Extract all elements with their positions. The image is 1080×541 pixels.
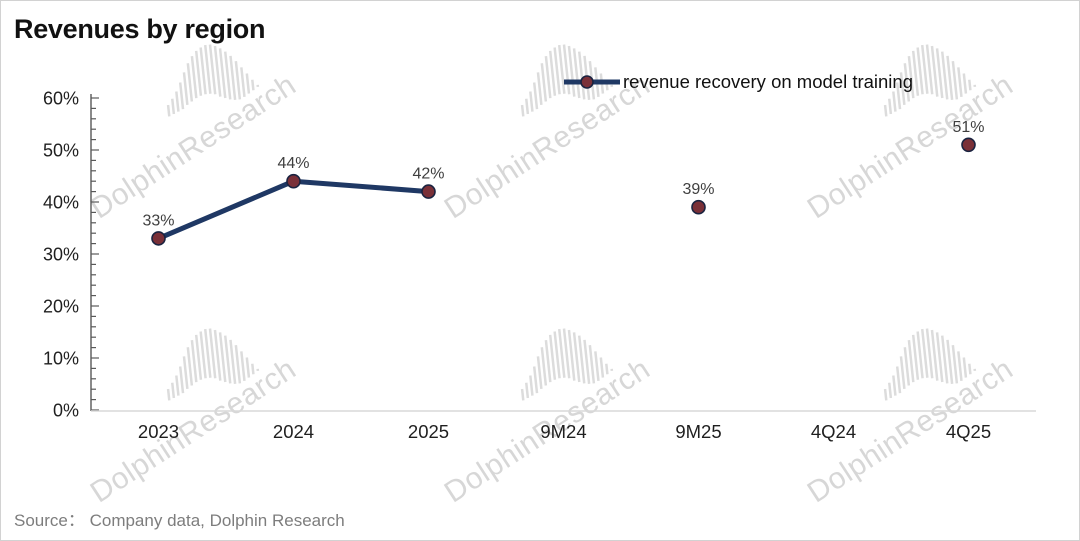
data-point-label: 51% xyxy=(952,119,984,136)
y-axis-tick-label: 40% xyxy=(43,193,79,213)
data-point-label: 42% xyxy=(412,166,444,183)
x-axis-tick-label: 4Q24 xyxy=(811,421,856,442)
y-axis-tick-label: 0% xyxy=(53,401,79,421)
data-point-marker xyxy=(151,231,166,246)
chart-legend: revenue recovery on model training xyxy=(563,71,913,93)
data-point-marker xyxy=(961,137,976,153)
x-axis-tick-label: 4Q25 xyxy=(946,421,991,442)
x-axis-tick-label: 2023 xyxy=(138,421,179,442)
data-point-label: 44% xyxy=(277,155,309,172)
legend-label: revenue recovery on model training xyxy=(623,71,913,92)
y-axis-tick-label: 20% xyxy=(43,297,79,317)
data-point-label: 33% xyxy=(142,212,174,229)
x-axis-tick-label: 9M25 xyxy=(675,421,721,442)
y-axis-tick-label: 50% xyxy=(43,141,79,161)
data-point-label: 39% xyxy=(682,181,714,198)
data-point-marker xyxy=(421,184,436,199)
source-note: Source： Company data, Dolphin Research xyxy=(14,511,345,530)
y-axis-tick-label: 60% xyxy=(43,89,79,109)
x-axis-tick-label: 2024 xyxy=(273,421,314,442)
series-line xyxy=(156,178,431,241)
y-axis-tick-label: 10% xyxy=(43,349,79,369)
legend-line-marker-icon xyxy=(564,75,620,89)
data-point-marker xyxy=(286,173,301,189)
x-axis-tick-label: 9M24 xyxy=(540,421,586,442)
chart-title: Revenues by region xyxy=(14,14,266,44)
data-point-marker xyxy=(691,199,706,215)
y-axis-tick-label: 30% xyxy=(43,245,79,265)
x-axis-tick-label: 2025 xyxy=(408,421,449,442)
